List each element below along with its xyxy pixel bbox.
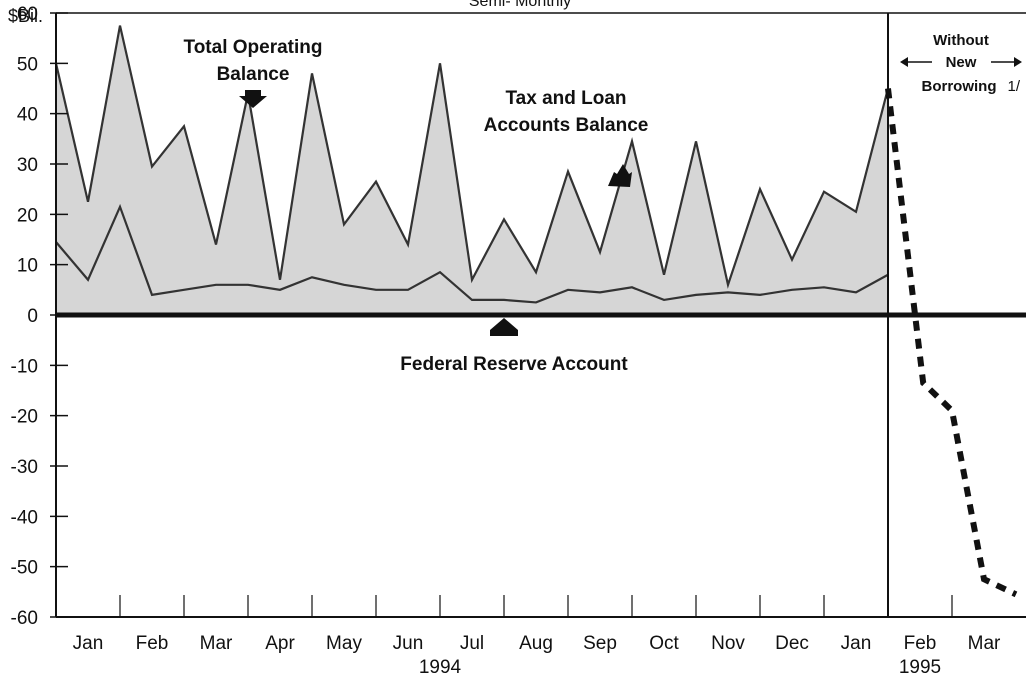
x-tick-label: May [326, 633, 362, 654]
series-federal-reserve-line [55, 203, 889, 304]
y-tick-label: 40 [17, 105, 38, 126]
annotation-without-line3: Borrowing [922, 78, 997, 95]
y-tick-label: 10 [17, 256, 38, 277]
y-unit-label: $Bil. [8, 6, 43, 26]
x-tick-label: Aug [519, 633, 553, 654]
y-tick-label: 50 [17, 54, 38, 75]
chart-subtitle: Semi- Monthly [469, 0, 571, 10]
double-arrow-icon [900, 57, 1022, 67]
annotation-total-operating-line2: Balance [217, 64, 290, 85]
x-tick-label: Feb [904, 633, 937, 654]
y-tick-label: 60 [17, 4, 38, 25]
series-total-operating-line [54, 25, 890, 289]
annotation-total-operating-line1: Total Operating [184, 37, 323, 58]
x-tick-label: Mar [200, 633, 233, 654]
x-tick-label: Oct [649, 633, 679, 654]
annotation-without-line1: Without [933, 32, 989, 49]
y-tick-label: -60 [11, 608, 38, 629]
y-tick-label: -10 [11, 356, 38, 377]
y-tick-label: 20 [17, 205, 38, 226]
series-lines [54, 25, 1018, 598]
total-operating-area [56, 25, 888, 315]
y-tick-label: -30 [11, 457, 38, 478]
y-tick-label: -20 [11, 407, 38, 428]
x-tick-label: Mar [968, 633, 1001, 654]
axis-ticks: 60 50 40 30 20 10 0 -10 -20 -30 -40 -50 -60 Jan Feb Mar… [11, 4, 1001, 678]
x-tick-label: Sep [583, 633, 617, 654]
x-tick-label: Jun [393, 633, 424, 654]
x-tick-label: Jan [841, 633, 872, 654]
y-tick-label: 0 [27, 306, 38, 327]
x-tick-label: Dec [775, 633, 809, 654]
annotation-federal-reserve: Federal Reserve Account [400, 354, 628, 375]
x-tick-label: Jul [460, 633, 484, 654]
year-label: 1995 [899, 657, 941, 678]
annotation-without-line2: New [946, 54, 977, 71]
arrow-down-icon [239, 90, 267, 108]
series-without-borrowing-line [885, 88, 1018, 598]
annotation-tax-loan-line1: Tax and Loan [505, 88, 626, 109]
y-tick-label: -40 [11, 507, 38, 528]
arrow-up-icon [608, 164, 632, 187]
footnote-marker: 1/ [1007, 78, 1020, 95]
arrow-up-icon [490, 318, 518, 336]
x-tick-label: Nov [711, 633, 745, 654]
area-fills [56, 25, 888, 315]
x-tick-label: Jan [73, 633, 104, 654]
y-tick-label: -50 [11, 558, 38, 579]
x-tick-label: Feb [136, 633, 169, 654]
year-label: 1994 [419, 657, 462, 678]
y-tick-label: 30 [17, 155, 38, 176]
x-tick-label: Apr [265, 633, 295, 654]
annotation-tax-loan-line2: Accounts Balance [484, 115, 649, 136]
